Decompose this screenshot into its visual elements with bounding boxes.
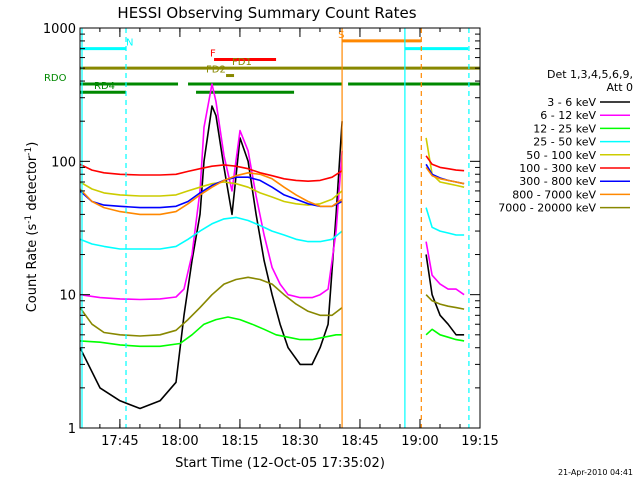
- legend-label-1: 6 - 12 keV: [540, 109, 596, 122]
- x-tick-label-4: 18:45: [341, 434, 378, 449]
- legend-label-7: 800 - 7000 keV: [512, 188, 596, 201]
- y-axis-label-prefix: Count Rate (s: [25, 224, 40, 313]
- legend-label-6: 300 - 800 keV: [519, 175, 596, 188]
- vertical-markers: [81, 28, 470, 428]
- x-tick-label-3: 18:30: [281, 434, 318, 449]
- x-tick-label-2: 18:15: [221, 434, 258, 449]
- y-ticks: 1 10 100 1000: [43, 22, 480, 437]
- legend-header-line-2: Att 0: [607, 81, 633, 94]
- y-tick-label-1: 10: [59, 289, 76, 304]
- legend-header-line-1: Det 1,3,4,5,6,9,: [547, 68, 633, 81]
- series-layer: [79, 83, 465, 410]
- legend-label-0: 3 - 6 keV: [547, 96, 596, 109]
- y-tick-label-2: 100: [51, 155, 76, 170]
- series-line-16: [79, 276, 343, 337]
- flag-label-fd1: FD1: [232, 57, 252, 68]
- x-tick-label-6: 19:15: [461, 434, 498, 449]
- series-line-2: [79, 83, 343, 301]
- axes: [79, 27, 481, 429]
- x-tick-label-0: 17:45: [101, 434, 138, 449]
- y-tick-label-0: 1: [68, 422, 76, 437]
- flag-label-rd4: RD4: [94, 81, 115, 92]
- flag-label-n: N: [126, 38, 133, 49]
- legend-label-5: 100 - 300 keV: [519, 162, 596, 175]
- y-tick-label-3: 1000: [43, 22, 76, 37]
- series-line-11: [425, 155, 465, 172]
- legend-label-2: 12 - 25 keV: [533, 122, 596, 135]
- series-line-10: [79, 163, 343, 182]
- y-axis-label-exp2: -1: [24, 147, 34, 156]
- series-line-15: [425, 166, 465, 185]
- x-ticks: 17:45 18:00 18:15 18:30 18:45 19:00 19:15: [99, 28, 499, 449]
- flag-label-rdo: RDO: [44, 73, 67, 84]
- y-axis-label-mid: detector: [25, 155, 40, 215]
- observing-flags: N S F FD1 FD2 RDO RD4: [44, 30, 480, 94]
- x-axis-label: Start Time (12-Oct-05 17:35:02): [175, 456, 385, 471]
- series-line-7: [425, 207, 465, 236]
- legend-label-4: 50 - 100 keV: [526, 149, 596, 162]
- series-line-9: [425, 137, 465, 188]
- flag-label-fd2: FD2: [206, 65, 226, 76]
- flag-label-f: F: [210, 49, 216, 60]
- legend-label-8: 7000 - 20000 keV: [498, 202, 596, 215]
- series-line-6: [79, 216, 343, 250]
- series-line-0: [79, 105, 343, 410]
- series-line-3: [425, 241, 465, 296]
- series-line-17: [425, 294, 465, 310]
- y-axis-label-suffix: ): [25, 142, 40, 147]
- x-tick-label-5: 19:00: [401, 434, 438, 449]
- series-line-5: [425, 328, 465, 342]
- series-line-12: [79, 176, 343, 209]
- plot-frame: [79, 27, 481, 429]
- series-line-14: [79, 172, 343, 216]
- y-axis-label: Count Rate (s-1 detector-1): [24, 142, 40, 313]
- y-axis-label-exp1: -1: [24, 215, 34, 224]
- series-line-1: [425, 254, 465, 336]
- footer-timestamp: 21-Apr-2010 04:41: [558, 468, 633, 477]
- flag-label-s: S: [338, 30, 344, 41]
- series-line-4: [79, 316, 343, 348]
- chart-title: HESSI Observing Summary Count Rates: [117, 4, 416, 22]
- legend-label-3: 25 - 50 keV: [533, 136, 596, 149]
- x-tick-label-1: 18:00: [161, 434, 198, 449]
- series-line-8: [79, 181, 343, 206]
